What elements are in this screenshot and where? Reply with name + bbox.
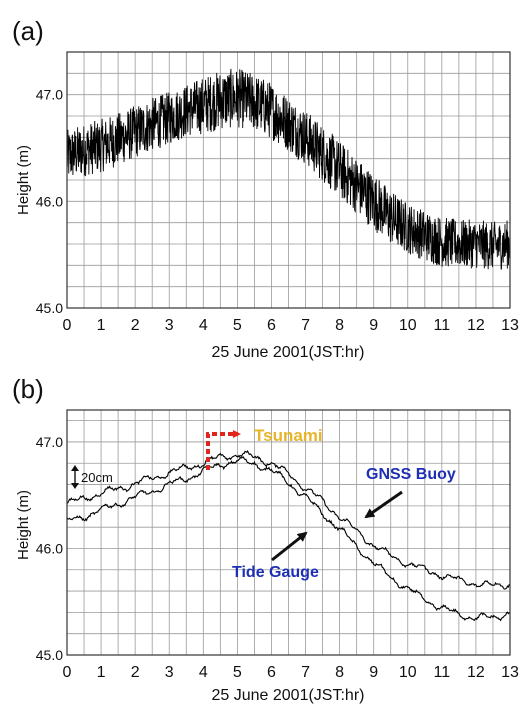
panel-b-grid [66,410,511,656]
y-tick-label: 46.0 [36,193,63,209]
gnss-buoy-label: GNSS Buoy [366,466,456,483]
series-line [66,68,511,270]
x-tick-label: 5 [233,317,242,334]
panel-a-label: (a) [12,16,44,46]
x-tick-label: 4 [199,664,208,681]
x-tick-label: 6 [267,317,276,334]
panel-a-series [66,68,511,270]
x-tick-label: 7 [301,317,310,334]
x-tick-label: 10 [399,317,417,334]
tide-gauge-arrow [271,531,308,562]
panel-a-grid [66,51,511,309]
y-tick-label: 45.0 [36,647,63,663]
panel-b-xlabel: 25 June 2001(JST:hr) [212,687,365,704]
tide-gauge-label: Tide Gauge [232,564,319,581]
gnss-buoy-arrow [364,490,403,519]
x-tick-label: 9 [369,664,378,681]
x-tick-label: 7 [301,664,310,681]
y-tick-label: 46.0 [36,540,63,556]
x-tick-label: 2 [131,317,140,334]
scale-bar-cap-bottom [71,483,79,489]
tsunami-annotation: Tsunami [206,426,323,470]
y-tick-label: 45.0 [36,300,63,316]
x-tick-label: 8 [335,317,344,334]
panel-a-ylabel: Height (m) [15,145,32,215]
x-tick-label: 9 [369,317,378,334]
x-tick-label: 13 [501,664,519,681]
tide-gauge-series-line [66,456,511,622]
gnss-buoy-series-line [66,449,511,590]
x-tick-label: 3 [165,317,174,334]
tsunami-arrow [206,430,241,470]
y-tick-label: 47.0 [36,434,63,450]
x-tick-label: 3 [165,664,174,681]
gnss-buoy-annotation: GNSS Buoy [364,466,456,519]
x-tick-label: 11 [434,664,451,681]
panel-b-ylabel: Height (m) [15,490,32,560]
scale-bar-20cm: 20cm [71,465,113,489]
x-tick-label: 0 [63,317,72,334]
x-tick-label: 1 [97,317,106,334]
x-tick-label: 0 [63,664,72,681]
x-tick-label: 13 [501,317,519,334]
x-tick-label: 10 [399,664,417,681]
scale-bar-label: 20cm [81,470,113,485]
x-tick-label: 6 [267,664,276,681]
x-tick-label: 11 [434,317,451,334]
panel-a-xlabel: 25 June 2001(JST:hr) [212,344,365,361]
scale-bar-cap-top [71,465,79,471]
y-tick-label: 47.0 [36,87,63,103]
x-tick-label: 5 [233,664,242,681]
x-tick-label: 8 [335,664,344,681]
tsunami-label: Tsunami [254,426,323,445]
panel-b-label: (b) [12,374,44,404]
panel-b-frame [66,409,511,656]
tide-gauge-annotation: Tide Gauge [232,531,319,581]
x-tick-label: 4 [199,317,208,334]
x-tick-label: 1 [97,664,106,681]
x-tick-label: 2 [131,664,140,681]
panel-a-frame [66,51,511,309]
panel-b-series [66,449,511,622]
x-tick-label: 12 [467,664,485,681]
x-tick-label: 12 [467,317,485,334]
